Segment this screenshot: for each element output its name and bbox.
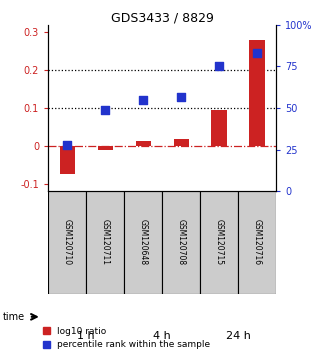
Text: GSM120708: GSM120708 xyxy=(177,219,186,266)
Text: GSM120711: GSM120711 xyxy=(100,219,110,266)
Text: GSM120715: GSM120715 xyxy=(214,219,224,266)
Bar xyxy=(249,40,265,146)
Bar xyxy=(212,110,227,146)
Text: 1 h: 1 h xyxy=(77,331,95,341)
Point xyxy=(102,107,108,113)
Legend: log10 ratio, percentile rank within the sample: log10 ratio, percentile rank within the … xyxy=(43,327,211,349)
Title: GDS3433 / 8829: GDS3433 / 8829 xyxy=(111,12,213,25)
Text: 4 h: 4 h xyxy=(153,331,171,341)
FancyBboxPatch shape xyxy=(48,191,86,294)
Bar xyxy=(60,146,75,174)
Text: 24 h: 24 h xyxy=(226,331,250,341)
Bar xyxy=(98,146,113,150)
FancyBboxPatch shape xyxy=(200,191,238,294)
FancyBboxPatch shape xyxy=(48,191,276,294)
FancyBboxPatch shape xyxy=(124,191,162,294)
FancyBboxPatch shape xyxy=(162,191,200,294)
FancyBboxPatch shape xyxy=(238,191,276,294)
Point xyxy=(255,50,260,56)
Point xyxy=(216,63,221,69)
Point xyxy=(178,94,184,99)
Text: time: time xyxy=(3,312,25,322)
Text: GSM120710: GSM120710 xyxy=(63,219,72,266)
Text: GSM120716: GSM120716 xyxy=(253,219,262,266)
Point xyxy=(141,98,146,103)
Bar xyxy=(135,141,151,146)
FancyBboxPatch shape xyxy=(86,191,124,294)
Bar xyxy=(173,139,189,146)
Point xyxy=(65,142,70,148)
Text: GSM120648: GSM120648 xyxy=(139,219,148,266)
